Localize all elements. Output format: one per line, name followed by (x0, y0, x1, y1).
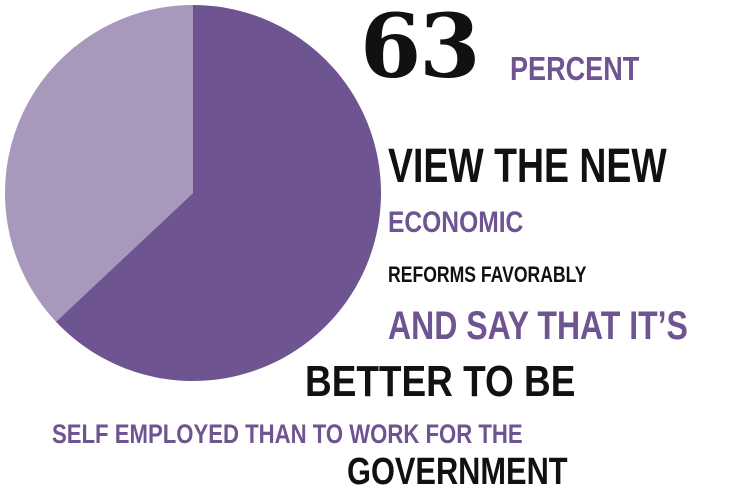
pie-chart (5, 5, 382, 381)
statement-line-1: VIEW THE NEW (388, 140, 667, 193)
pie-slice-2 (5, 5, 194, 322)
pie-slices (5, 5, 382, 381)
headline-number: 63 (360, 0, 480, 98)
statement-line-2: ECONOMIC (388, 206, 524, 239)
statement-line-5: BETTER TO BE (305, 357, 576, 406)
statement-line-7: GOVERNMENT (347, 451, 568, 493)
statement-line-4: AND SAY THAT IT’S (388, 304, 688, 348)
headline-unit: PERCENT (510, 50, 640, 87)
pie-slice-1 (55, 5, 382, 381)
statement-line-3: REFORMS FAVORABLY (388, 262, 587, 287)
statement-line-6: SELF EMPLOYED THAN TO WORK FOR THE (52, 419, 523, 449)
